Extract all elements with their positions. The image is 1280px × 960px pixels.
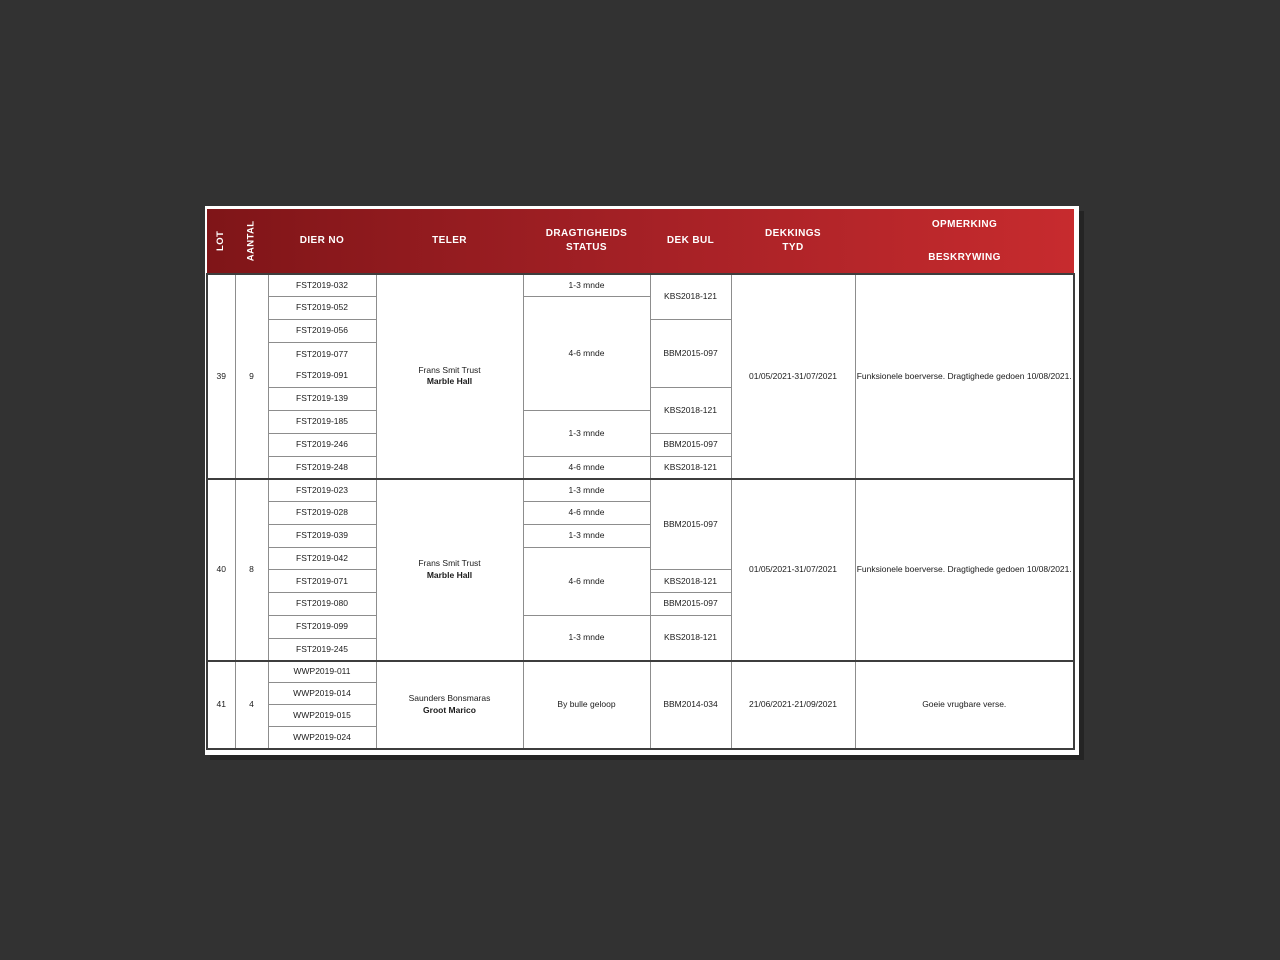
dek-bul-cell: BBM2015-097 [649,477,732,571]
dier-no-value: FST2019-091 [296,369,348,380]
header-opmerking-label: OPMERKING [931,219,998,230]
dek-bul-cell: KBS2018-121 [649,387,732,434]
dier-no-cell: FST2019-099 [267,614,377,639]
teler-location: Marble Hall [426,376,473,387]
dekkings-tyd-cell: 01/05/2021-31/07/2021 [730,477,856,662]
header-dekkings-tyd-line1: DEKKINGS [765,227,821,239]
header-opmerking-beskrywing: OPMERKING BESKRYWING [855,209,1074,273]
dier-no-cell: FST2019-245 [267,637,377,662]
dier-no-cell: FST2019-077 FST2019-091 [267,341,377,389]
teler-cell: Frans Smit Trust Marble Hall [375,477,524,662]
header-teler-label: TELER [432,234,467,246]
dier-no-cell: FST2019-039 [267,523,377,548]
teler-cell: Saunders Bonsmaras Groot Marico [375,659,524,750]
dragtigheids-status-cell: 1-3 mnde [522,477,651,503]
dier-no-cell: FST2019-080 [267,592,377,616]
table-header: LOT AANTAL DIER NO TELER DRAGTIGHEIDS ST… [207,209,1074,273]
teler-location: Groot Marico [423,704,476,715]
dekkings-tyd-cell: 01/05/2021-31/07/2021 [730,273,856,480]
header-status-label-line1: DRAGTIGHEIDS [545,227,628,239]
header-teler: TELER [376,209,523,273]
teler-name: Saunders Bonsmaras [408,693,491,704]
teler-name: Frans Smit Trust [418,364,481,375]
dier-no-cell: FST2019-056 [267,319,377,343]
header-aantal-label: AANTAL [245,220,257,262]
lot-number: 39 [206,273,236,480]
opmerking-cell: Funksionele boerverse. Dragtighede gedoe… [854,477,1075,662]
header-beskrywing-label: BESKRYWING [928,251,1001,263]
catalog-table: 39 9 FST2019-032 Frans Smit Trust Marble Hal… [206,273,1075,750]
dek-bul-cell: KBS2018-121 [649,455,732,480]
header-status-label-line2: STATUS [566,242,607,253]
header-dekkings-tyd: DEKKINGS TYD [731,209,855,273]
dragtigheids-status-cell: 1-3 mnde [522,614,651,662]
dek-bul-cell: BBM2015-097 [649,319,732,389]
dier-no-cell: FST2019-042 [267,546,377,571]
dragtigheids-status-cell: 4-6 mnde [522,296,651,412]
dekkings-tyd-cell: 21/06/2021-21/09/2021 [730,659,856,750]
dek-bul-cell: BBM2014-034 [649,659,732,750]
header-aantal: AANTAL [235,209,268,273]
dier-no-cell: FST2019-185 [267,410,377,434]
dek-bul-cell: BBM2015-097 [649,432,732,457]
lot-number: 41 [206,659,236,750]
header-dek-bul: DEK BUL [650,209,731,273]
aantal-count: 4 [234,659,269,750]
dragtigheids-status-cell: By bulle geloop [522,659,651,750]
header-dier-no-label: DIER NO [299,234,345,246]
header-lot: LOT [207,209,235,273]
dek-bul-cell: KBS2018-121 [649,614,732,662]
header-lot-label: LOT [215,230,227,252]
opmerking-cell: Goeie vrugbare verse. [854,659,1075,750]
catalog-page: LOT AANTAL DIER NO TELER DRAGTIGHEIDS ST… [205,206,1079,755]
dier-no-cell: WWP2019-011 [267,659,377,684]
opmerking-cell: Funksionele boerverse. Dragtighede gedoe… [854,273,1075,480]
header-dragtigheids-status: DRAGTIGHEIDS STATUS [523,209,650,273]
dragtigheids-status-cell: 1-3 mnde [522,410,651,457]
dier-no-cell: WWP2019-024 [267,726,377,750]
dier-no-cell: WWP2019-015 [267,704,377,728]
dier-no-cell: FST2019-052 [267,296,377,321]
dier-no-cell: FST2019-139 [267,387,377,412]
dier-no-cell: FST2019-071 [267,569,377,594]
dier-no-cell: FST2019-248 [267,455,377,480]
dier-no-cell: WWP2019-014 [267,682,377,706]
lot-number: 40 [206,477,236,662]
dier-no-cell: FST2019-246 [267,432,377,457]
dier-no-cell: FST2019-023 [267,477,377,503]
dragtigheids-status-cell: 4-6 mnde [522,501,651,525]
teler-cell: Frans Smit Trust Marble Hall [375,273,524,480]
dier-no-cell: FST2019-028 [267,501,377,525]
dek-bul-cell: KBS2018-121 [649,569,732,594]
dier-no-cell: FST2019-032 [267,273,377,298]
dek-bul-cell: BBM2015-097 [649,592,732,616]
header-dek-bul-label: DEK BUL [666,234,715,246]
dragtigheids-status-cell: 4-6 mnde [522,455,651,480]
dragtigheids-status-cell: 1-3 mnde [522,273,651,298]
dier-no-value: FST2019-077 [296,348,348,359]
header-dekkings-tyd-line2: TYD [782,242,804,253]
dek-bul-cell: KBS2018-121 [649,273,732,321]
teler-name: Frans Smit Trust [418,558,481,569]
dragtigheids-status-cell: 1-3 mnde [522,523,651,548]
dragtigheids-status-cell: 4-6 mnde [522,546,651,616]
teler-location: Marble Hall [426,569,473,580]
aantal-count: 9 [234,273,269,480]
header-dier-no: DIER NO [268,209,376,273]
aantal-count: 8 [234,477,269,662]
